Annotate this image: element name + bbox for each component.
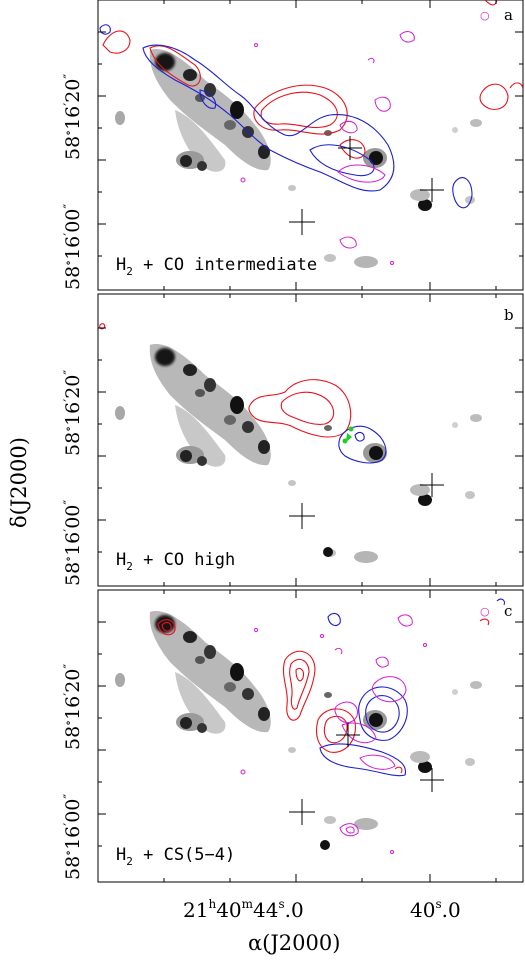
panel-b-map <box>99 323 482 563</box>
panel-c-map <box>115 598 505 854</box>
panel-c-blue-contours <box>319 598 505 777</box>
x-tick-label-2: 40s.0 <box>410 897 461 922</box>
panel-c-magenta-contours <box>240 614 427 854</box>
panel-a-red-contours <box>102 0 523 159</box>
panel-b-green-markers <box>342 426 354 444</box>
panel-b: b H2 + CO high <box>97 293 524 587</box>
panel-c: c ○ H2 + CS(5−4) <box>97 589 524 883</box>
panel-b-y-labels: 58∘16′20″ 58∘16′00″ <box>61 370 84 586</box>
panel-a-blue-contours <box>99 24 473 209</box>
y-axis-label: δ(J2000) <box>7 437 31 528</box>
panel-c-label: H2 + CS(5−4) <box>116 845 235 868</box>
panel-c-circle-marker: ○ <box>480 605 490 618</box>
panel-c-crosses <box>289 723 444 825</box>
x-tick-label-1: 21h40m44s.0 <box>183 897 304 922</box>
panel-c-y-labels: 58∘16′20″ 58∘16′00″ <box>61 664 84 880</box>
panel-c-letter: c <box>504 602 512 620</box>
y-tick-label-top-a: 58∘16′20″ <box>61 74 84 160</box>
y-tick-label-top-c: 58∘16′20″ <box>61 664 84 750</box>
y-tick-label-bottom-a: 58∘16′00″ <box>61 204 84 290</box>
panel-b-frame <box>97 293 524 587</box>
panel-a-label: H2 + CO intermediate <box>116 255 317 278</box>
panel-b-crosses <box>289 473 444 529</box>
tick-marks <box>98 0 523 882</box>
panel-a-letter: a <box>504 6 513 24</box>
x-axis-label: α(J2000) <box>248 931 340 955</box>
panel-b-label: H2 + CO high <box>116 550 235 573</box>
y-tick-label-bottom-b: 58∘16′00″ <box>61 500 84 586</box>
panel-a-magenta-contours <box>240 31 415 265</box>
panel-b-letter: b <box>504 306 514 324</box>
y-tick-label-top-b: 58∘16′20″ <box>61 370 84 456</box>
panel-c-ticks <box>98 590 523 882</box>
panel-a-crosses <box>289 136 444 235</box>
y-tick-labels: 58∘16′20″ 58∘16′00″ 58∘16′20″ 58∘16′00″ … <box>61 74 84 880</box>
panel-a: a ○ H2 + CO intermediate <box>97 0 524 291</box>
panel-a-frame <box>97 0 524 291</box>
panel-a-circle-marker: ○ <box>480 9 490 22</box>
y-tick-label-bottom-c: 58∘16′00″ <box>61 794 84 880</box>
panel-a-map <box>99 0 523 268</box>
panel-a-ticks <box>98 0 523 290</box>
panel-b-blue-contours <box>338 425 387 464</box>
panel-b-ticks <box>98 294 523 586</box>
panel-a-y-labels: 58∘16′20″ 58∘16′00″ <box>61 74 84 290</box>
